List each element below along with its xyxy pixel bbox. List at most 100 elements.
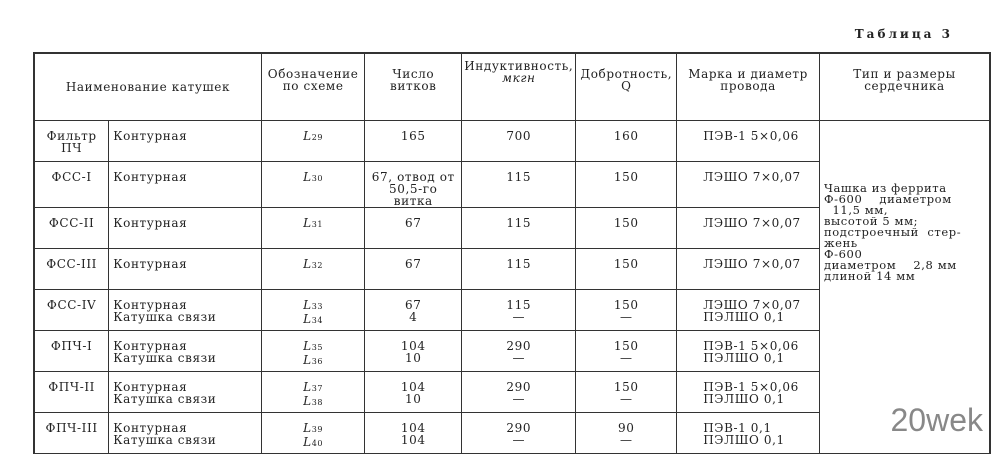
coil-name-text: Контурная [113,421,188,435]
inductance: 115 [461,207,576,249]
header-name: Наименование катушек [32,53,262,121]
inductance-text: — [512,310,526,324]
turns: 67 [364,248,462,290]
q-factor-text: 150 [613,257,639,271]
wire-type-text: ПЭЛШО 0,1 [703,392,785,406]
designation-symbol: L [303,339,312,353]
turns: 67, отвод от 50,5-го витка [364,161,462,208]
turns-text: 67 [405,216,422,230]
wire-type-text: ПЭВ-1 5×0,06 [703,129,799,143]
coil-name-text: Контурная [113,298,188,312]
q-factor: 150— [575,371,677,413]
core-description-text: длиной 14 мм [823,269,916,283]
coil-name-text: Контурная [113,216,188,230]
turns-text: 67 [405,298,422,312]
inductance: 290— [461,412,576,454]
header-inductance-unit: мкгн [502,71,536,85]
designation: L32 [260,248,365,290]
inductance-text: 115 [506,298,532,312]
designation-symbol: L [303,216,312,230]
turns: 67 4 [364,289,462,331]
wire-type-text: ПЭЛШО 0,1 [703,310,785,324]
coil-name: Контурная [108,248,262,290]
turns-text: 104 [400,380,426,394]
wire-type: ЛЭШО 7×0,07 [676,207,820,249]
header-row: Наименование катушек Обозначение по схем… [32,53,991,121]
wire-type-text: ПЭВ-1 0,1 [703,421,772,435]
turns-text: 50,5-го витка [389,182,438,208]
designation-index: 38 [311,398,324,407]
coil-group-text: Фильтр ПЧ [46,129,97,155]
table-row: ФСС-II Контурная L31 67 115 150 ЛЭШО 7×0,07 [33,207,990,249]
designation-symbol: L [303,312,312,326]
designation-symbol: L [303,257,312,271]
q-factor: 150 [575,207,677,249]
wire-type: ЛЭШО 7×0,07 [676,248,820,290]
coil-name-text: Контурная [113,380,188,394]
turns-text: 104 [400,421,426,435]
turns: 165 [364,120,462,162]
designation-index: 31 [311,220,324,229]
q-factor: 90— [575,412,677,454]
inductance-text: 290 [506,380,532,394]
q-factor-text: 150 [613,298,639,312]
coil-name: Контурная Катушка связи [108,412,262,454]
q-factor-text: 150 [613,216,639,230]
designation-index: 36 [311,357,324,366]
core-description-text: жень [823,236,858,250]
designation: L33 L34 [260,289,365,331]
designation-index: 40 [311,439,324,448]
designation-symbol: L [303,353,312,367]
coil-name-text: Катушка связи [113,310,217,324]
q-factor-text: — [619,392,633,406]
wire-type-text: ПЭЛШО 0,1 [703,351,785,365]
designation: L35 L36 [260,330,365,372]
q-factor: 150— [575,330,677,372]
q-factor-text: — [619,310,633,324]
core-description: Чашка из феррита Ф-600 диаметром 11,5 мм,… [818,120,991,454]
wire-type: ЛЭШО 7×0,07 [676,161,820,208]
designation-index: 39 [311,425,324,434]
coil-group: ФПЧ-II [33,371,109,413]
inductance-text: 290 [506,339,532,353]
table-row: ФСС-I Контурная L30 67, отвод от 50,5-го вит… [33,161,990,208]
core-description-text: диаметром 2,8 мм [823,258,957,272]
designation: L31 [260,207,365,249]
turns-text: 67, отвод от [371,170,455,184]
coil-name-text: Катушка связи [113,351,217,365]
coil-name-text: Контурная [113,339,188,353]
inductance: 115 [461,161,576,208]
inductance-text: 115 [506,216,532,230]
coil-name: Контурная [108,207,262,249]
coil-group: ФСС-I [33,161,109,208]
coil-name: Контурная [108,120,262,162]
turns: 104 10 [364,371,462,413]
q-factor-text: 150 [613,339,639,353]
wire-type-text: ПЭВ-1 5×0,06 [703,339,799,353]
turns-text: 104 [400,433,426,447]
q-factor: 150 [575,248,677,290]
coil-group-text: ФПЧ-II [48,380,96,394]
header-turns: Число витков [364,53,462,121]
inductance-text: 115 [506,257,532,271]
designation: L29 [260,120,365,162]
core-description-text: 11,5 мм, [823,203,889,217]
designation-symbol: L [303,129,312,143]
coil-name: Контурная [108,161,262,208]
table-caption: Таблица 3 [854,27,953,41]
watermark: 20wek [890,402,984,438]
inductance-text: 115 [506,170,532,184]
q-factor: 160 [575,120,677,162]
inductance: 700 [461,120,576,162]
inductance: 115— [461,289,576,331]
wire-type: ЛЭШО 7×0,07 ПЭЛШО 0,1 [676,289,820,331]
wire-type-text: ЛЭШО 7×0,07 [703,216,801,230]
header-wire: Марка и диаметр провода [676,53,820,121]
core-description-text: подстроечный стер- [823,225,962,239]
coil-group: ФПЧ-I [33,330,109,372]
q-factor-text: 160 [613,129,639,143]
designation-symbol: L [303,421,312,435]
designation: L30 [260,161,365,208]
wire-type-text: ПЭЛШО 0,1 [703,433,785,447]
designation-symbol: L [303,298,312,312]
